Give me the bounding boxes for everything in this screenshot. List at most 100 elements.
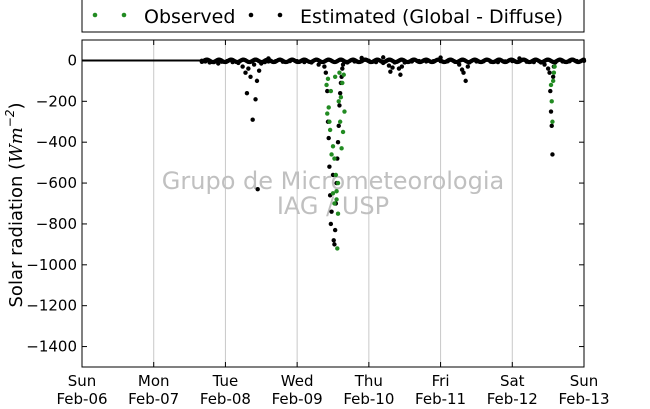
estimated-point bbox=[340, 62, 346, 67]
x-tick-label-day: Fri bbox=[432, 372, 450, 390]
x-tick-label-day: Wed bbox=[281, 372, 314, 390]
legend-observed-marker bbox=[92, 12, 98, 18]
legend: Observed Estimated (Global - Diffuse) bbox=[81, 0, 585, 33]
x-tick-label-day: Sun bbox=[68, 372, 97, 390]
observed-point bbox=[550, 78, 556, 84]
estimated-point bbox=[255, 186, 260, 192]
observed-point bbox=[325, 76, 331, 82]
estimated-point bbox=[335, 139, 341, 145]
estimated-point bbox=[329, 209, 334, 214]
x-tick-label-day: Tue bbox=[212, 372, 239, 390]
watermark-line2: IAG / USP bbox=[277, 192, 389, 220]
observed-point bbox=[340, 129, 346, 135]
estimated-point bbox=[332, 227, 338, 233]
observed-point bbox=[336, 99, 341, 104]
estimated-point bbox=[331, 238, 336, 243]
estimated-point bbox=[549, 123, 554, 129]
x-tick-label-day: Sat bbox=[500, 372, 525, 390]
estimated-point bbox=[256, 68, 262, 73]
y-axis: 0 −200 −400 −600 −800 −1000 −1200 −1400 bbox=[26, 51, 584, 356]
estimated-point bbox=[336, 123, 341, 129]
observed-point bbox=[328, 88, 334, 94]
observed-point bbox=[333, 172, 339, 178]
estimated-point bbox=[388, 69, 393, 74]
estimated-point bbox=[545, 66, 551, 71]
x-tick-label-day: Mon bbox=[138, 372, 170, 390]
data-points bbox=[199, 55, 587, 251]
estimated-point bbox=[243, 70, 248, 75]
x-tick-label-date: Feb-11 bbox=[415, 390, 466, 408]
estimated-point bbox=[398, 72, 403, 77]
observed-point bbox=[334, 189, 339, 194]
legend-observed-marker bbox=[121, 12, 127, 18]
observed-point bbox=[334, 197, 339, 202]
observed-point bbox=[341, 72, 346, 77]
estimated-point bbox=[548, 109, 554, 114]
estimated-point bbox=[550, 74, 556, 79]
estimated-point bbox=[254, 78, 260, 84]
observed-point bbox=[552, 64, 557, 69]
legend-estimated-marker bbox=[248, 12, 254, 18]
estimated-point bbox=[323, 70, 329, 75]
gridlines bbox=[153, 40, 513, 367]
estimated-point bbox=[337, 90, 343, 96]
estimated-point bbox=[240, 64, 245, 69]
y-axis-title-math: Wm bbox=[6, 127, 27, 163]
watermark: Grupo de Micrometeorologia IAG / USP bbox=[162, 167, 504, 220]
y-tick-label: −600 bbox=[36, 174, 77, 192]
y-axis-title-sup: −2 bbox=[3, 110, 17, 128]
x-tick-label-date: Feb-08 bbox=[200, 390, 251, 408]
estimated-point bbox=[547, 70, 552, 75]
legend-estimated-marker bbox=[277, 12, 283, 18]
observed-point bbox=[339, 146, 344, 151]
observed-point bbox=[330, 144, 336, 149]
observed-point bbox=[324, 82, 329, 88]
observed-point bbox=[551, 70, 557, 75]
estimated-point bbox=[328, 221, 334, 227]
y-axis-title: Solar radiation (Wm−2) bbox=[3, 102, 27, 307]
observed-point bbox=[335, 246, 340, 251]
x-tick-label-date: Feb-10 bbox=[343, 390, 394, 408]
estimated-point bbox=[390, 65, 395, 70]
observed-point bbox=[549, 99, 554, 104]
y-tick-label: −200 bbox=[36, 92, 77, 110]
x-tick-label-date: Feb-12 bbox=[487, 390, 538, 408]
observed-point bbox=[335, 180, 341, 186]
y-tick-label: −1400 bbox=[26, 338, 77, 356]
y-tick-label: −1000 bbox=[26, 256, 77, 274]
observed-point bbox=[327, 127, 333, 133]
observed-point bbox=[337, 70, 342, 75]
x-tick-label-day: Thu bbox=[354, 372, 383, 390]
y-axis-title-text: Solar radiation ( bbox=[6, 163, 27, 308]
observed-point bbox=[548, 82, 554, 88]
observed-point bbox=[335, 211, 341, 216]
observed-point bbox=[325, 111, 330, 116]
estimated-point bbox=[465, 64, 471, 69]
legend-observed-label: Observed bbox=[144, 6, 235, 28]
x-tick-label-date: Feb-07 bbox=[128, 390, 179, 408]
plot-frame bbox=[81, 39, 585, 368]
observed-point bbox=[340, 80, 345, 86]
observed-point bbox=[332, 156, 337, 161]
observed-point bbox=[337, 119, 343, 124]
estimated-point bbox=[550, 152, 555, 157]
observed-point bbox=[338, 95, 344, 100]
legend-frame bbox=[81, 0, 585, 33]
observed-point bbox=[550, 119, 555, 124]
observed-point bbox=[330, 191, 336, 196]
x-tick-label-day: Sun bbox=[570, 372, 599, 390]
observed-point bbox=[327, 119, 332, 124]
x-tick-label-date: Feb-13 bbox=[558, 390, 609, 408]
estimated-point bbox=[463, 78, 468, 84]
observed-point bbox=[342, 109, 347, 114]
observed-point bbox=[326, 105, 331, 110]
estimated-point bbox=[461, 70, 466, 75]
estimated-point bbox=[332, 242, 337, 247]
estimated-point bbox=[325, 88, 330, 94]
estimated-point bbox=[327, 164, 332, 169]
estimated-point bbox=[322, 64, 327, 69]
observed-point bbox=[332, 74, 338, 79]
estimated-point bbox=[548, 88, 553, 94]
estimated-point bbox=[386, 63, 392, 68]
y-tick-label: −400 bbox=[36, 133, 77, 151]
